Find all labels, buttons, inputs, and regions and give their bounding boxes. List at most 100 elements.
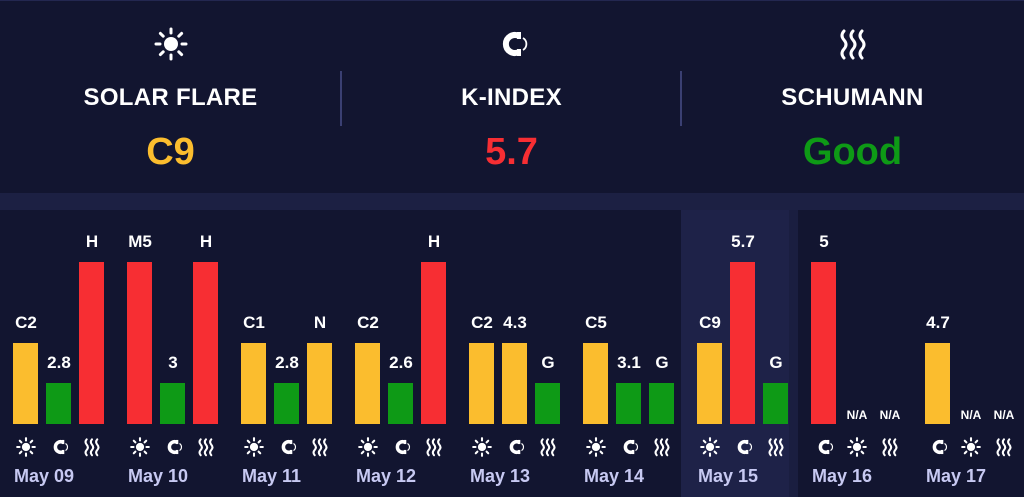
bar-value-label: C9: [699, 313, 721, 332]
forecast-bar: [469, 343, 494, 424]
bar-value-label: C2: [15, 313, 37, 332]
magnet-icon: [160, 436, 185, 458]
sun-icon: [469, 436, 494, 458]
waves-icon: [682, 27, 1023, 60]
forecast-bar: [307, 343, 332, 424]
sun-icon: [0, 27, 341, 61]
bar-value-label: M5: [128, 232, 152, 251]
day-date-label: May 10: [128, 466, 189, 486]
schumann-label: SCHUMANN: [781, 84, 924, 111]
forecast-bar: [535, 383, 560, 424]
forecast-bar: [649, 383, 674, 424]
forecast-bar: [13, 343, 38, 424]
forecast-bar: [763, 383, 788, 424]
forecast-bar: [502, 343, 527, 424]
bar-value-label: 4.7: [926, 313, 950, 332]
bar-value-label: 5.7: [731, 232, 755, 251]
divider: [340, 71, 342, 126]
day-date-label: May 13: [470, 466, 531, 486]
day-column[interactable]: C1 2.8 N May 11: [228, 210, 342, 497]
forecast-bar: [697, 343, 722, 424]
magnet-icon: [616, 436, 641, 458]
forecast-bar: [583, 343, 608, 424]
bar-value-label: N/A: [846, 408, 868, 422]
bar-value-label: 2.6: [389, 353, 413, 372]
solar-flare-label: SOLAR FLARE: [83, 84, 258, 111]
day-column[interactable]: C9 5.7 G May 15: [684, 210, 798, 497]
bar-value-label: C2: [471, 313, 493, 332]
magnet-icon: [274, 436, 299, 458]
bar-value-label: N: [313, 313, 327, 332]
forecast-bar: [925, 343, 950, 424]
bar-value-label: G: [541, 353, 555, 372]
schumann-stat[interactable]: SCHUMANN Good: [682, 1, 1023, 194]
sun-icon: [355, 436, 380, 458]
k-index-stat[interactable]: K-INDEX 5.7: [341, 1, 682, 194]
day-column[interactable]: 5 N/A N/A May 16: [798, 210, 912, 497]
sun-icon: [13, 436, 38, 458]
day-date-label: May 16: [812, 466, 873, 486]
sun-icon: [127, 436, 152, 458]
solar-flare-stat[interactable]: SOLAR FLARE C9: [0, 1, 341, 194]
bar-value-label: N/A: [960, 408, 982, 422]
magnet-icon: [730, 436, 755, 458]
bar-value-label: H: [199, 232, 213, 251]
day-column[interactable]: 4.7 N/A N/A May 17: [912, 210, 1024, 497]
waves-icon: [535, 436, 560, 458]
sun-icon: [697, 436, 722, 458]
day-column[interactable]: C2 2.6 H May 12: [342, 210, 456, 497]
forecast-bar: [127, 262, 152, 424]
day-date-label: May 15: [698, 466, 759, 486]
sun-icon: [958, 436, 983, 458]
bar-value-label: G: [655, 353, 669, 372]
bar-value-label: G: [769, 353, 783, 372]
day-column[interactable]: C2 2.8 H May 09: [0, 210, 114, 497]
waves-icon: [307, 436, 332, 458]
bar-value-label: 4.3: [503, 313, 527, 332]
bar-value-label: C1: [243, 313, 265, 332]
summary-panel: SOLAR FLARE C9 K-INDEX 5.7 SCHU: [0, 0, 1024, 193]
waves-icon: [421, 436, 446, 458]
sun-icon: [844, 436, 869, 458]
bar-value-label: 2.8: [47, 353, 71, 372]
day-date-label: May 09: [14, 466, 75, 486]
solar-flare-value: C9: [146, 131, 195, 173]
day-date-label: May 11: [242, 466, 302, 486]
bar-value-label: 3: [168, 353, 178, 372]
forecast-bar: [421, 262, 446, 424]
day-column[interactable]: C5 3.1 G May 14: [570, 210, 684, 497]
day-column[interactable]: C2 4.3 G May 13: [456, 210, 570, 497]
day-column[interactable]: M5 3 H May 10: [114, 210, 228, 497]
bar-value-label: 5: [819, 232, 829, 251]
bar-value-label: C2: [357, 313, 379, 332]
bar-value-label: N/A: [993, 408, 1015, 422]
sun-icon: [241, 436, 266, 458]
day-date-label: May 17: [926, 466, 987, 486]
magnet-icon: [811, 436, 836, 458]
forecast-bar: [241, 343, 266, 424]
forecast-bar: [274, 383, 299, 424]
k-index-label: K-INDEX: [461, 84, 562, 111]
waves-icon: [193, 436, 218, 458]
bar-value-label: 2.8: [275, 353, 299, 372]
forecast-chart: C2 2.8 H May 09 M5 3 H May 10 C1 2.8 N May 11 C2 2.6 H…: [0, 210, 1024, 497]
bar-value-label: H: [85, 232, 99, 251]
forecast-bar: [160, 383, 185, 424]
section-divider: [0, 193, 1024, 210]
bar-value-label: C5: [585, 313, 607, 332]
waves-icon: [79, 436, 104, 458]
forecast-bar: [355, 343, 380, 424]
magnet-icon: [502, 436, 527, 458]
bar-value-label: N/A: [879, 408, 901, 422]
magnet-icon: [388, 436, 413, 458]
forecast-divider: [789, 210, 798, 497]
magnet-icon: [925, 436, 950, 458]
k-index-value: 5.7: [485, 131, 538, 173]
bar-value-label: H: [427, 232, 441, 251]
waves-icon: [991, 436, 1016, 458]
day-date-label: May 14: [584, 466, 645, 486]
waves-icon: [649, 436, 674, 458]
forecast-bar: [730, 262, 755, 424]
schumann-value: Good: [802, 131, 903, 173]
magnet-icon: [341, 27, 682, 57]
